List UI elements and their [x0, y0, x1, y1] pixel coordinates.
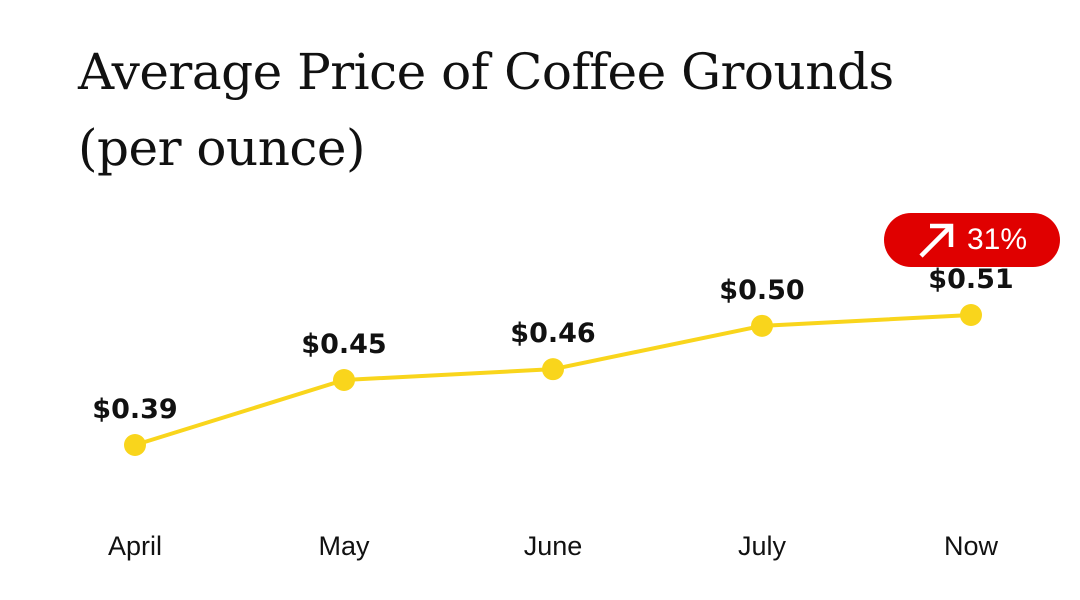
data-label-july: $0.50	[719, 275, 804, 306]
data-label-may: $0.45	[301, 329, 386, 360]
data-point-july	[751, 314, 773, 337]
data-label-now: $0.51	[928, 264, 1013, 295]
data-label-april: $0.39	[92, 394, 177, 425]
change-badge: 31%	[884, 213, 1060, 267]
chart-title-line-2: (per ounce)	[78, 119, 366, 177]
x-tick-label-april: April	[108, 531, 162, 561]
arrow-up-right-icon	[919, 223, 954, 258]
data-point-june	[542, 358, 564, 381]
data-point-may	[333, 369, 355, 391]
x-tick-label-now: Now	[944, 531, 999, 561]
data-point-april	[124, 434, 146, 456]
x-tick-label-may: May	[318, 531, 370, 561]
x-tick-label-june: June	[524, 531, 583, 561]
data-point-now	[960, 304, 982, 326]
chart-title-line-1: Average Price of Coffee Grounds	[78, 43, 894, 101]
chart-title: Average Price of Coffee Grounds (per oun…	[78, 34, 1038, 186]
data-label-june: $0.46	[510, 318, 595, 349]
x-tick-label-july: July	[738, 531, 787, 561]
change-badge-text: 31%	[966, 223, 1028, 256]
